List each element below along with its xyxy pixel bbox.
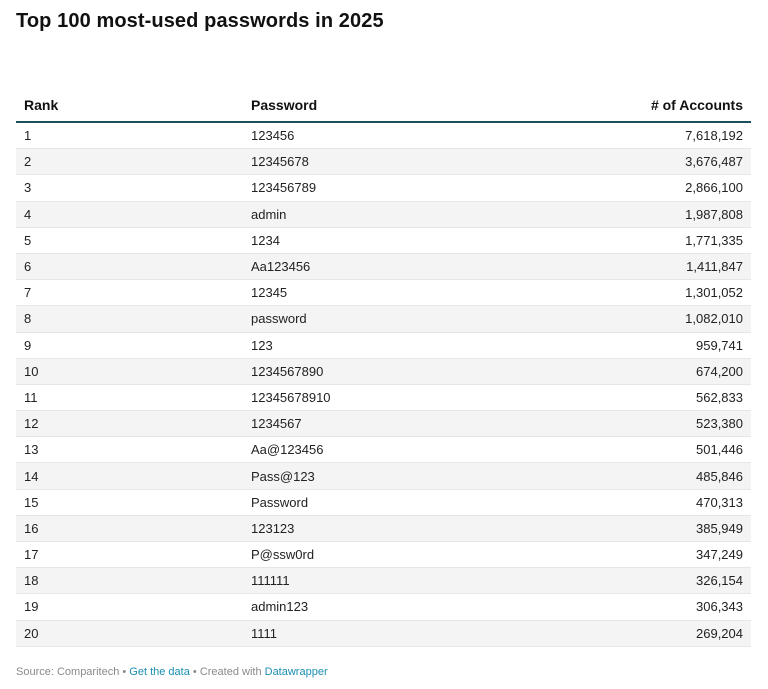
column-header-accounts[interactable]: # of Accounts [559,88,751,123]
table-row: 6 Aa123456 1,411,847 [16,253,751,281]
rank-cell: 11 [16,384,243,412]
table-body: 1 123456 7,618,192 2 12345678 3,676,487 3 12345… [16,122,751,647]
password-cell: Aa@123456 [243,436,559,464]
accounts-cell: 1,411,847 [559,253,751,281]
rank-cell: 20 [16,620,243,647]
accounts-cell: 485,846 [559,462,751,490]
rank-cell: 18 [16,567,243,595]
rank-cell: 12 [16,410,243,438]
table-row: 5 1234 1,771,335 [16,227,751,254]
password-cell: 12345678 [243,148,559,176]
table-row: 17 P@ssw0rd 347,249 [16,541,751,569]
accounts-cell: 306,343 [559,593,751,621]
accounts-cell: 269,204 [559,620,751,647]
password-cell: 1234 [243,227,559,254]
password-cell: password [243,305,559,333]
password-cell: admin123 [243,593,559,621]
accounts-cell: 674,200 [559,358,751,385]
password-cell: 123456789 [243,174,559,202]
table-row: 3 123456789 2,866,100 [16,174,751,202]
rank-cell: 14 [16,462,243,490]
rank-cell: 10 [16,358,243,385]
password-cell: 123123 [243,515,559,543]
rank-cell: 15 [16,489,243,516]
datawrapper-link[interactable]: Datawrapper [264,666,328,678]
table-row: 15 Password 470,313 [16,489,751,516]
table-row: 18 111111 326,154 [16,567,751,595]
password-cell: Aa123456 [243,253,559,281]
table-row: 1 123456 7,618,192 [16,122,751,150]
accounts-cell: 326,154 [559,567,751,595]
accounts-cell: 562,833 [559,384,751,412]
password-cell: Password [243,489,559,516]
rank-cell: 9 [16,332,243,359]
rank-cell: 6 [16,253,243,281]
rank-cell: 5 [16,227,243,254]
rank-cell: 13 [16,436,243,464]
rank-cell: 1 [16,122,243,150]
accounts-cell: 2,866,100 [559,174,751,202]
accounts-cell: 1,301,052 [559,279,751,307]
chart-footer: Source: Comparitech • Get the data • Cre… [16,666,328,678]
rank-cell: 8 [16,305,243,333]
password-cell: 12345 [243,279,559,307]
rank-cell: 2 [16,148,243,176]
password-cell: 12345678910 [243,384,559,412]
password-cell: 123456 [243,122,559,150]
accounts-cell: 3,676,487 [559,148,751,176]
table-row: 12 1234567 523,380 [16,410,751,438]
accounts-cell: 1,082,010 [559,305,751,333]
column-header-password[interactable]: Password [243,88,559,123]
rank-cell: 17 [16,541,243,569]
table-row: 9 123 959,741 [16,332,751,359]
password-cell: 1111 [243,620,559,647]
table-row: 4 admin 1,987,808 [16,201,751,228]
table-row: 16 123123 385,949 [16,515,751,543]
table-row: 13 Aa@123456 501,446 [16,436,751,464]
footer-separator: • [119,666,130,678]
password-cell: 1234567890 [243,358,559,385]
table-row: 14 Pass@123 485,846 [16,462,751,490]
accounts-cell: 7,618,192 [559,122,751,150]
rank-cell: 16 [16,515,243,543]
chart-title: Top 100 most-used passwords in 2025 [16,10,384,32]
table-row: 8 password 1,082,010 [16,305,751,333]
password-cell: P@ssw0rd [243,541,559,569]
password-cell: admin [243,201,559,228]
password-cell: 1234567 [243,410,559,438]
table-row: 19 admin123 306,343 [16,593,751,621]
passwords-table: Rank Password # of Accounts 1 123456 7,618… [16,88,751,647]
get-the-data-link[interactable]: Get the data [129,666,190,678]
table-row: 2 12345678 3,676,487 [16,148,751,176]
accounts-cell: 385,949 [559,515,751,543]
rank-cell: 19 [16,593,243,621]
password-cell: 123 [243,332,559,359]
column-header-rank[interactable]: Rank [16,88,243,123]
accounts-cell: 347,249 [559,541,751,569]
rank-cell: 7 [16,279,243,307]
accounts-cell: 470,313 [559,489,751,516]
accounts-cell: 501,446 [559,436,751,464]
table-row: 11 12345678910 562,833 [16,384,751,412]
footer-separator: • [189,666,200,678]
table-row: 10 1234567890 674,200 [16,358,751,385]
created-with-note: Created with [199,666,265,678]
table-row: 7 12345 1,301,052 [16,279,751,307]
accounts-cell: 1,987,808 [559,201,751,228]
rank-cell: 4 [16,201,243,228]
accounts-cell: 959,741 [559,332,751,359]
table-row: 20 1111 269,204 [16,620,751,647]
source-note: Source: Comparitech [16,666,120,678]
password-cell: 111111 [243,567,559,595]
rank-cell: 3 [16,174,243,202]
accounts-cell: 1,771,335 [559,227,751,254]
accounts-cell: 523,380 [559,410,751,438]
password-cell: Pass@123 [243,462,559,490]
table-header-row: Rank Password # of Accounts [16,88,751,123]
